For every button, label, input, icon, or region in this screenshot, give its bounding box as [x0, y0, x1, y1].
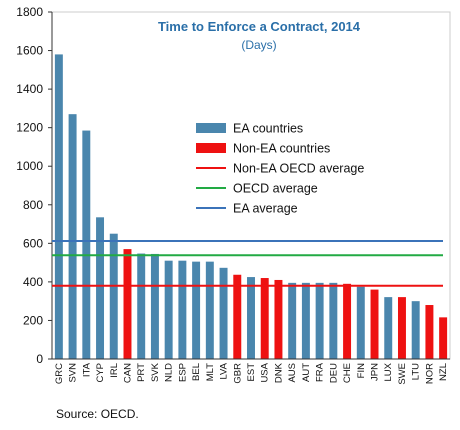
- x-tick-label: FRA: [315, 362, 326, 382]
- x-tick-label: SWE: [397, 363, 408, 385]
- x-tick-label: SVK: [150, 362, 161, 382]
- bar-fin: [356, 286, 365, 359]
- bar-esp: [178, 260, 187, 359]
- x-tick-label: GBR: [232, 363, 243, 384]
- bar-cyp: [96, 217, 105, 359]
- bars-group: [54, 54, 448, 360]
- bar-grc: [54, 54, 63, 360]
- legend-label: Non-EA OECD average: [233, 162, 364, 176]
- bar-svk: [150, 253, 159, 359]
- bar-bel: [192, 261, 201, 359]
- y-tick-label: 600: [23, 236, 43, 250]
- y-tick-label: 1200: [16, 121, 43, 135]
- bar-swe: [397, 297, 406, 359]
- x-tick-label: ITA: [81, 362, 92, 377]
- x-tick-label: FIN: [356, 363, 367, 378]
- bar-nld: [164, 260, 173, 359]
- y-tick-label: 1600: [16, 44, 43, 58]
- legend-label: Non-EA countries: [233, 142, 330, 156]
- bar-ita: [82, 130, 91, 359]
- legend-label: OECD average: [233, 182, 318, 196]
- bar-aus: [288, 282, 297, 359]
- x-tick-label: CAN: [122, 363, 133, 383]
- x-tick-label: ESP: [177, 363, 188, 382]
- x-tick-label: AUS: [287, 363, 298, 383]
- x-tick-label: NLD: [164, 363, 175, 382]
- bar-che: [343, 283, 352, 359]
- legend-label: EA countries: [233, 122, 303, 136]
- source-note: Source: OECD.: [56, 407, 139, 421]
- bar-est: [247, 277, 255, 359]
- bar-can: [123, 249, 132, 359]
- bar-dnk: [274, 279, 283, 359]
- legend-label: EA average: [233, 202, 298, 216]
- x-tick-label: LTU: [411, 363, 422, 380]
- x-tick-label: CYP: [95, 363, 106, 383]
- y-tick-label: 400: [23, 275, 43, 289]
- bar-lux: [384, 297, 393, 359]
- bar-lva: [219, 267, 228, 359]
- legend: EA countries Non-EA countries Non-EA OECD …: [196, 122, 364, 216]
- y-tick-label: 200: [23, 313, 43, 327]
- x-tick-label: BEL: [191, 363, 202, 381]
- bar-aut: [301, 282, 310, 359]
- x-tick-label: LUX: [383, 362, 394, 381]
- x-tick-label: DNK: [273, 362, 284, 383]
- x-tick-label: IRL: [109, 363, 120, 378]
- reference-lines: [52, 240, 443, 287]
- legend-swatch: [196, 123, 226, 133]
- bar-usa: [260, 278, 269, 359]
- x-tick-label: SVN: [68, 363, 79, 383]
- x-tick-label: NZL: [438, 363, 449, 381]
- x-tick-label: AUT: [301, 363, 312, 382]
- y-tick-label: 0: [36, 352, 43, 366]
- y-tick-label: 1400: [16, 82, 43, 96]
- chart-subtitle: (Days): [241, 38, 276, 52]
- bar-svn: [68, 114, 77, 359]
- chart-title: Time to Enforce a Contract, 2014: [158, 19, 361, 34]
- bar-irl: [109, 233, 118, 359]
- y-axis: 0 200 400 600 800 1000 1200 1400 1600 1800: [16, 5, 53, 366]
- bar-jpn: [370, 289, 379, 359]
- bar-nzl: [439, 317, 448, 359]
- x-axis: GRC SVN ITA CYP IRL CAN PRT SVK NLD ESP BEL MLT LVA G…: [52, 358, 450, 385]
- bar-ltu: [411, 301, 420, 359]
- x-tick-label: JPN: [370, 363, 381, 381]
- x-tick-label: GRC: [54, 363, 65, 384]
- y-tick-label: 800: [23, 198, 43, 212]
- y-tick-label: 1000: [16, 159, 43, 173]
- x-tick-label: NOR: [424, 363, 435, 384]
- bar-gbr: [233, 274, 242, 359]
- bar-mlt: [205, 261, 214, 359]
- x-tick-label: USA: [260, 362, 271, 382]
- x-tick-label: DEU: [328, 363, 339, 383]
- bar-nor: [425, 305, 434, 359]
- x-tick-label: CHE: [342, 363, 353, 383]
- x-tick-label: MLT: [205, 363, 216, 381]
- legend-swatch: [196, 143, 226, 153]
- x-tick-label: PRT: [136, 363, 147, 382]
- x-tick-label: EST: [246, 363, 257, 382]
- bar-deu: [329, 282, 338, 359]
- bar-prt: [137, 253, 146, 359]
- y-tick-label: 1800: [16, 5, 43, 19]
- x-tick-label: LVA: [219, 362, 230, 379]
- bar-fra: [315, 282, 324, 359]
